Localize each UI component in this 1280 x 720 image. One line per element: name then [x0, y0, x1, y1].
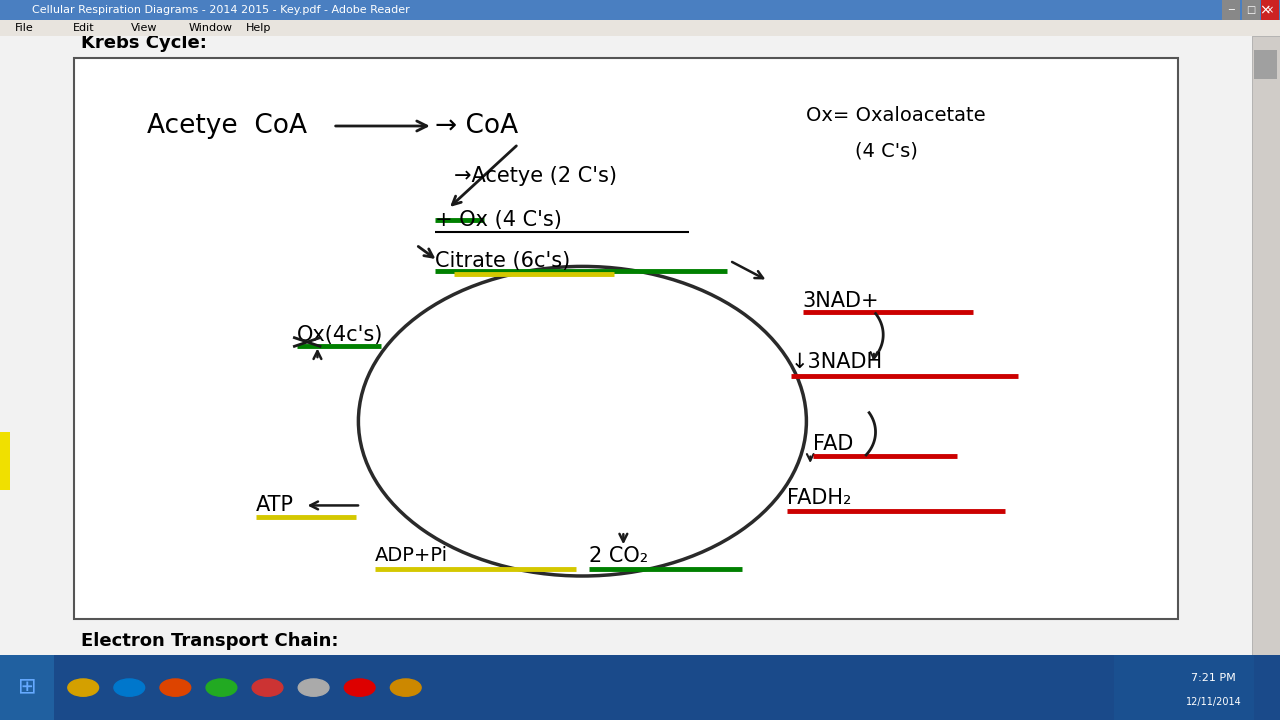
- FancyBboxPatch shape: [0, 655, 1280, 720]
- Text: FAD: FAD: [813, 434, 854, 454]
- FancyBboxPatch shape: [0, 36, 1252, 655]
- FancyBboxPatch shape: [0, 0, 1280, 20]
- Text: ×: ×: [1266, 5, 1274, 15]
- Circle shape: [68, 679, 99, 696]
- Text: ATP: ATP: [256, 495, 294, 516]
- FancyBboxPatch shape: [1222, 0, 1240, 20]
- Text: Help: Help: [246, 23, 271, 33]
- Text: 2 CO₂: 2 CO₂: [589, 546, 648, 566]
- Text: Ox(4c's): Ox(4c's): [297, 325, 383, 345]
- Circle shape: [206, 679, 237, 696]
- Text: Electron Transport Chain:: Electron Transport Chain:: [81, 632, 338, 649]
- Text: Cellular Respiration Diagrams - 2014 2015 - Key.pdf - Adobe Reader: Cellular Respiration Diagrams - 2014 201…: [32, 5, 410, 15]
- FancyBboxPatch shape: [0, 20, 1280, 36]
- Text: ⊞: ⊞: [18, 678, 36, 698]
- Circle shape: [298, 679, 329, 696]
- Text: □: □: [1245, 5, 1256, 15]
- Text: Edit: Edit: [73, 23, 95, 33]
- FancyBboxPatch shape: [74, 58, 1178, 619]
- Text: View: View: [131, 23, 157, 33]
- Circle shape: [390, 679, 421, 696]
- FancyBboxPatch shape: [1252, 36, 1280, 655]
- FancyBboxPatch shape: [0, 655, 54, 720]
- Circle shape: [344, 679, 375, 696]
- Text: + Ox (4 C's): + Ox (4 C's): [435, 210, 562, 230]
- Circle shape: [114, 679, 145, 696]
- FancyBboxPatch shape: [1254, 50, 1277, 79]
- Text: Ox= Oxaloacetate: Ox= Oxaloacetate: [806, 106, 986, 125]
- FancyBboxPatch shape: [1114, 655, 1254, 720]
- Text: Acetye  CoA: Acetye CoA: [147, 113, 307, 139]
- FancyBboxPatch shape: [1261, 0, 1279, 20]
- FancyBboxPatch shape: [1242, 0, 1260, 20]
- Text: 12/11/2014: 12/11/2014: [1185, 697, 1242, 707]
- Text: Krebs Cycle:: Krebs Cycle:: [81, 34, 206, 53]
- Circle shape: [252, 679, 283, 696]
- Text: File: File: [15, 23, 35, 33]
- Text: 3NAD+: 3NAD+: [803, 291, 879, 311]
- Text: (4 C's): (4 C's): [855, 142, 918, 161]
- Text: ─: ─: [1229, 5, 1234, 15]
- Text: Citrate (6c's): Citrate (6c's): [435, 251, 571, 271]
- Text: → CoA: → CoA: [435, 113, 518, 139]
- FancyBboxPatch shape: [0, 432, 10, 490]
- Text: →Acetye (2 C's): →Acetye (2 C's): [454, 166, 617, 186]
- Text: FADH₂: FADH₂: [787, 488, 851, 508]
- Text: Window: Window: [188, 23, 232, 33]
- Circle shape: [160, 679, 191, 696]
- Text: ×: ×: [1258, 3, 1271, 17]
- Text: ADP+Pi: ADP+Pi: [375, 546, 448, 565]
- Text: ↓3NADH: ↓3NADH: [791, 352, 883, 372]
- Text: 7:21 PM: 7:21 PM: [1192, 673, 1235, 683]
